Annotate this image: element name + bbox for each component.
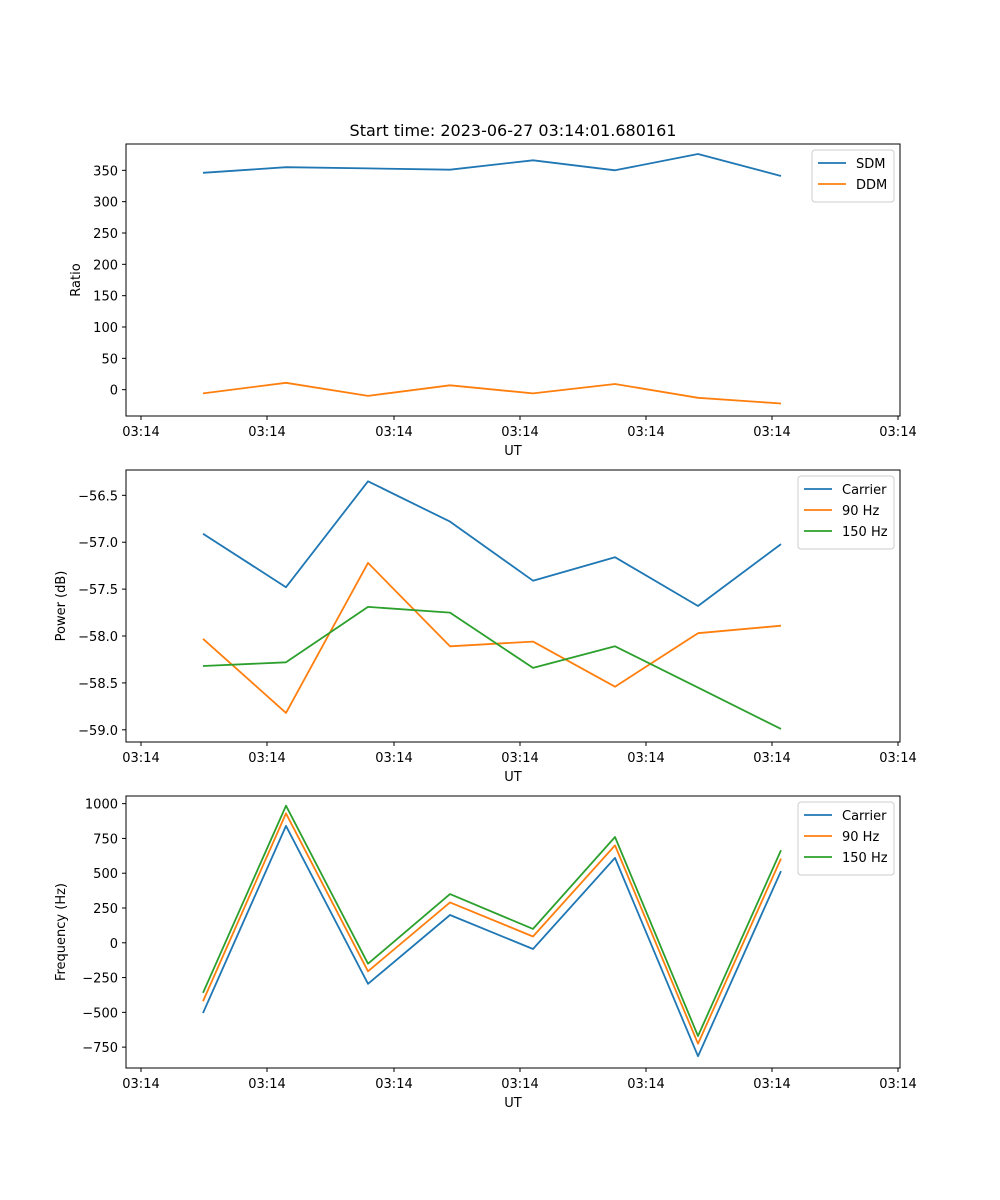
frequency-series-carrier [202, 825, 782, 1058]
power-x-tick-label: 03:14 [753, 751, 790, 766]
power-x-tick-label: 03:14 [248, 751, 285, 766]
power-legend-label: 90 Hz [842, 504, 879, 519]
ratio-y-tick-label: 50 [101, 352, 118, 367]
power-y-tick-label: −57.5 [78, 583, 118, 598]
power-y-tick-label: −57.0 [78, 536, 118, 551]
frequency-x-tick-label: 03:14 [122, 1077, 159, 1092]
ratio-legend-label: DDM [856, 178, 887, 193]
ratio-y-tick-label: 150 [93, 290, 118, 305]
power-panel: 03:14 03:14 03:14 03:14 03:14 03:14 03:14 −59.0… [54, 469, 917, 785]
ratio-y-tick-label: 0 [110, 384, 118, 399]
power-y-tick-label: −59.0 [78, 724, 118, 739]
ratio-y-tick-label: 100 [93, 321, 118, 336]
frequency-x-tick-label: 03:14 [753, 1077, 790, 1092]
ratio-series-ddm [202, 381, 782, 405]
frequency-axes-frame [125, 795, 901, 1069]
frequency-panel: 03:14 03:14 03:14 03:14 03:14 03:14 03:14 −750 −… [54, 795, 917, 1111]
frequency-legend-label: 150 Hz [842, 851, 888, 866]
ratio-y-tick-label: 300 [93, 196, 118, 211]
ratio-axes-frame [125, 143, 901, 417]
ratio-series-sdm [202, 153, 782, 177]
ratio-legend-label: SDM [856, 157, 885, 172]
frequency-y-tick-label: −500 [82, 1006, 118, 1021]
frequency-x-tick-label: 03:14 [248, 1077, 285, 1092]
power-x-axis-label: UT [504, 770, 522, 785]
power-x-tick-label: 03:14 [122, 751, 159, 766]
ratio-y-tick-label: 250 [93, 227, 118, 242]
frequency-y-tick-label: −750 [82, 1041, 118, 1056]
power-series-150-hz [202, 606, 782, 730]
ratio-x-tick-label: 03:14 [879, 425, 916, 440]
ratio-x-tick-label: 03:14 [248, 425, 285, 440]
frequency-x-tick-label: 03:14 [501, 1077, 538, 1092]
frequency-y-tick-label: 750 [93, 832, 118, 847]
ratio-y-tick-label: 200 [93, 258, 118, 273]
ratio-x-axis-label: UT [504, 444, 522, 459]
ratio-x-tick-label: 03:14 [627, 425, 664, 440]
power-legend-label: Carrier [842, 483, 887, 498]
power-series-carrier [202, 480, 782, 607]
frequency-legend-label: Carrier [842, 809, 887, 824]
power-x-tick-label: 03:14 [501, 751, 538, 766]
power-y-axis-label: Power (dB) [54, 571, 69, 642]
frequency-y-tick-label: −250 [82, 972, 118, 987]
frequency-y-tick-label: 0 [110, 937, 118, 952]
frequency-y-axis-label: Frequency (Hz) [54, 883, 69, 981]
ratio-x-tick-label: 03:14 [122, 425, 159, 440]
frequency-x-tick-label: 03:14 [375, 1077, 412, 1092]
ratio-y-axis-label: Ratio [69, 263, 84, 296]
power-x-tick-label: 03:14 [375, 751, 412, 766]
frequency-x-tick-label: 03:14 [879, 1077, 916, 1092]
ratio-x-tick-label: 03:14 [501, 425, 538, 440]
frequency-series-150-hz [202, 804, 782, 1037]
frequency-y-tick-label: 500 [93, 867, 118, 882]
frequency-x-axis-label: UT [504, 1096, 522, 1111]
frequency-y-tick-label: 250 [93, 902, 118, 917]
power-axes-frame [125, 469, 901, 743]
figure-title: Start time: 2023-06-27 03:14:01.680161 [350, 121, 677, 140]
power-y-tick-label: −58.0 [78, 630, 118, 645]
frequency-legend-label: 90 Hz [842, 830, 879, 845]
frequency-series-90-hz [202, 812, 782, 1045]
ratio-x-tick-label: 03:14 [375, 425, 412, 440]
power-x-tick-label: 03:14 [627, 751, 664, 766]
power-legend-label: 150 Hz [842, 525, 888, 540]
frequency-x-tick-label: 03:14 [627, 1077, 664, 1092]
power-y-tick-label: −58.5 [78, 677, 118, 692]
ratio-x-tick-label: 03:14 [753, 425, 790, 440]
power-x-tick-label: 03:14 [879, 751, 916, 766]
ratio-panel: 03:14 03:14 03:14 03:14 03:14 03:14 03:14 0 50 10… [69, 143, 917, 459]
frequency-y-tick-label: 1000 [85, 798, 118, 813]
power-y-tick-label: −56.5 [78, 489, 118, 504]
ratio-y-tick-label: 350 [93, 164, 118, 179]
power-series-90-hz [202, 562, 782, 714]
